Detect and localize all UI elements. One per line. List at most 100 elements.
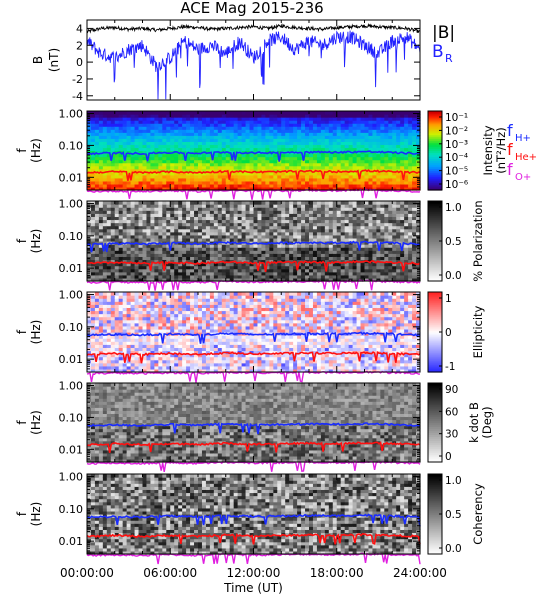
- colorbar-label-group: Intensity (nT²/Hz): [481, 125, 508, 175]
- kdotb-heatmap: [87, 383, 421, 463]
- ellipticity-colorbar: 1 0 -1: [427, 291, 455, 373]
- y-axis-label-group: B (nT): [31, 48, 61, 72]
- y-tick-label: 0.10: [59, 139, 84, 152]
- colorbar-tick-label: 0.5: [445, 509, 462, 521]
- y-tick-label: -4: [72, 90, 83, 103]
- colorbar-tick-label: -1: [445, 361, 455, 373]
- colorbar-frame: [427, 110, 443, 191]
- y-axis-unit: (nT): [47, 48, 61, 72]
- legend-B-R-subscript: R: [445, 52, 453, 65]
- colorbar-label-group: k dot B (Deg): [467, 402, 494, 443]
- x-tick-label: 18:00:00: [310, 566, 364, 580]
- gyrofreq-line-f_H: [86, 150, 421, 162]
- colorbar-label-group: Ellipticity: [471, 305, 485, 358]
- colorbar-tick-label: 10⁻⁴: [445, 152, 468, 164]
- y-tick-label: 0.01: [59, 353, 84, 366]
- gyrofreq-line-f_He: [86, 169, 420, 181]
- legend-f: f: [507, 140, 513, 159]
- legend-f: f: [507, 121, 513, 140]
- y-tick-label: 1.00: [59, 380, 84, 393]
- colorbar-tick-label: 90: [445, 384, 458, 396]
- gyrofreq-line-f_He: [86, 441, 421, 454]
- colorbar-tick-label: 0: [445, 451, 452, 463]
- gyrofreq-line-f_O: [86, 370, 420, 383]
- gyrofreq-line-f_H: [86, 240, 421, 253]
- colorbar-label-group: Coherency: [471, 483, 485, 545]
- y-axis-label: f: [15, 511, 29, 516]
- y-tick-label: 1.00: [59, 108, 84, 121]
- gyrofreq-line-f_O: [86, 460, 421, 473]
- figure-title: ACE Mag 2015-236: [180, 0, 323, 17]
- colorbar-label: k dot B: [467, 402, 481, 443]
- colorbar-tick-label: 10⁻⁶: [445, 179, 468, 191]
- y-axis-label: B: [31, 56, 45, 64]
- colorbar-tick-label: 10⁻¹: [445, 112, 468, 124]
- y-axis-label-group: f (Hz): [15, 229, 43, 254]
- y-tick-label: 0.01: [59, 262, 84, 275]
- gyrofreq-line-f_He: [86, 533, 421, 545]
- gyrofreq-line-f_O: [86, 279, 421, 291]
- gyrofreq-line-f_H: [86, 421, 421, 435]
- kdotb-panel: 1.00 0.10 0.01 f (Hz) 90 60 30 0 k dot B (Deg): [15, 380, 494, 473]
- colorbar-label: Ellipticity: [471, 305, 485, 358]
- legend-B-total: |B|: [432, 23, 455, 43]
- intensity-panel: 1.000.100.01f (Hz)10⁻¹10⁻²10⁻³10⁻⁴10⁻⁵10⁻…: [15, 108, 537, 200]
- colorbar-tick-label: 1.0: [445, 202, 462, 214]
- y-axis-label-group: f (Hz): [15, 502, 43, 527]
- x-tick-label: 12:00:00: [227, 566, 281, 580]
- x-tick-label: 06:00:00: [143, 566, 197, 580]
- colorbar-tick-label: 1: [445, 293, 452, 305]
- gyrofreq-line-f_O: [86, 552, 421, 565]
- polarization-colorbar: 1.0 0.5 0.0: [427, 200, 462, 282]
- x-tick-label: 00:00:00: [60, 566, 114, 580]
- gyrofreq-legend: f H+f He+f O+: [507, 121, 537, 183]
- legend-ion: He+: [515, 152, 537, 163]
- y-axis-unit: (Hz): [29, 410, 43, 435]
- y-axis-unit: (Hz): [29, 138, 43, 163]
- y-tick-label: 0: [76, 56, 83, 69]
- y-tick-label: 1.00: [59, 198, 84, 211]
- colorbar-unit: (Deg): [480, 406, 494, 438]
- y-tick-label: 0.10: [59, 503, 84, 516]
- colorbar-label: Coherency: [471, 483, 485, 545]
- intensity-heatmap: [87, 111, 421, 191]
- y-tick-label: 4: [76, 22, 83, 35]
- y-axis-label-group: f (Hz): [15, 410, 43, 435]
- y-tick-label: 0.10: [59, 321, 84, 334]
- y-axis-unit: (Hz): [29, 320, 43, 345]
- y-tick-label: 0.10: [59, 411, 84, 424]
- colorbar-tick-label: 0.0: [445, 270, 462, 282]
- y-axis-unit: (Hz): [29, 229, 43, 254]
- y-axis-unit: (Hz): [29, 502, 43, 527]
- y-axis-label: f: [15, 238, 29, 243]
- intensity-colorbar: 10⁻¹10⁻² 10⁻³10⁻⁴ 10⁻⁵10⁻⁶: [427, 110, 468, 191]
- colorbar-label: Intensity: [481, 125, 495, 175]
- colorbar-frame: [427, 382, 443, 463]
- polarization-panel: 1.00 0.10 0.01 f (Hz) 1.0 0.5 0.0 % Polarization: [15, 198, 485, 291]
- y-axis-label: f: [15, 420, 29, 425]
- kdotb-colorbar: 90 60 30 0: [427, 382, 458, 463]
- y-axis-label: f: [15, 329, 29, 334]
- y-axis-label-group: f (Hz): [15, 138, 43, 163]
- y-tick-label: 0.10: [59, 230, 84, 243]
- y-axis-label: f: [15, 148, 29, 153]
- colorbar-tick-label: 10⁻³: [445, 139, 468, 151]
- colorbar-tick-label: 10⁻⁵: [445, 166, 468, 178]
- y-tick-label: 0.01: [59, 535, 84, 548]
- ellipticity-heatmap: [87, 292, 421, 373]
- colorbar-tick-label: 30: [445, 429, 458, 441]
- colorbar-tick-label: 0: [445, 327, 452, 339]
- coherency-panel: 1.00 0.10 0.01 f (Hz) 1.0 0.5 0.0 Coherency: [15, 471, 485, 565]
- gyrofreq-line-f_He: [86, 351, 421, 364]
- mag-panel: 420-2-4B (nT)|B|B R: [31, 19, 455, 103]
- legend-ion: H+: [515, 133, 531, 144]
- colorbar-tick-label: 0.5: [445, 236, 462, 248]
- polarization-heatmap: [87, 201, 421, 282]
- y-axis-label-group: f (Hz): [15, 320, 43, 345]
- y-tick-label: 1.00: [59, 289, 84, 302]
- y-tick-label: 0.01: [59, 171, 84, 184]
- gyrofreq-line-f_O: [86, 188, 421, 200]
- x-axis-label: Time (UT): [223, 581, 283, 595]
- legend-ion: O+: [515, 172, 531, 183]
